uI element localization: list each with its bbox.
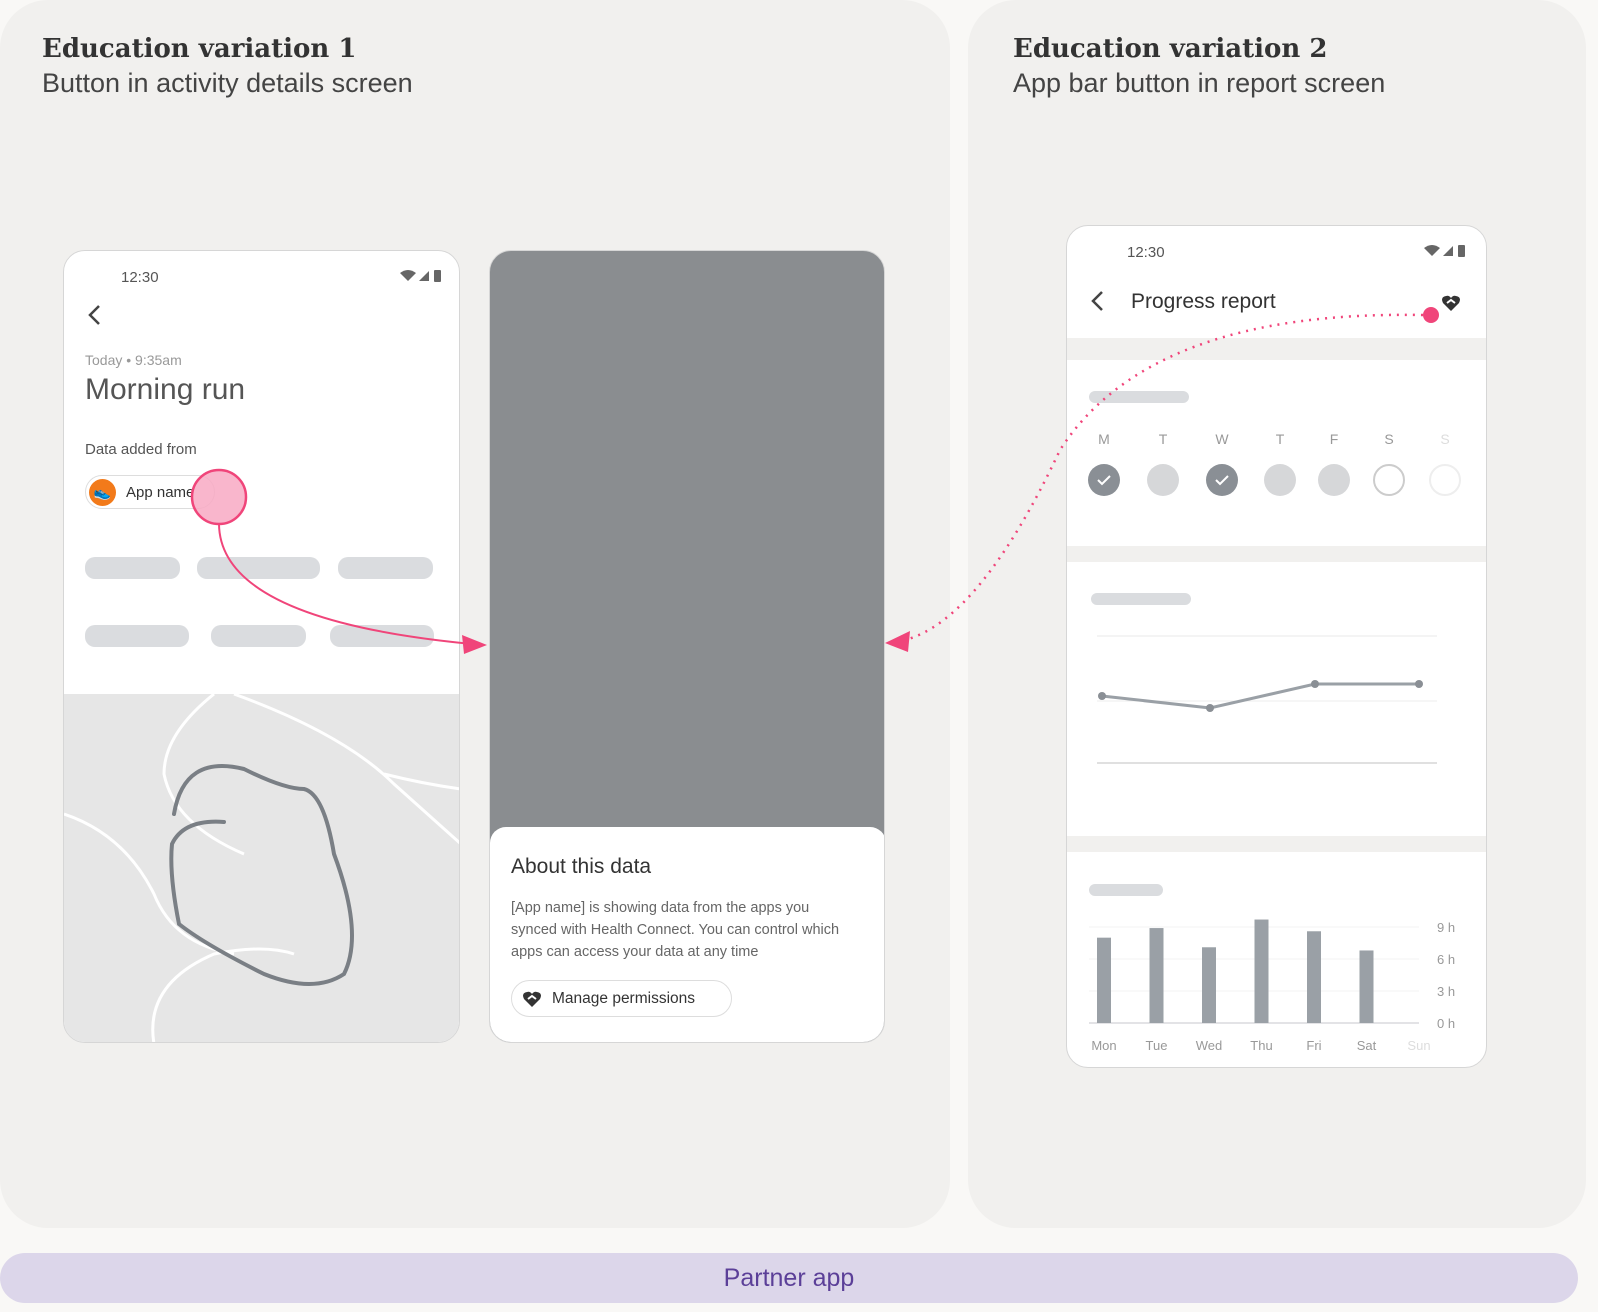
day-status-filled [1147, 464, 1179, 496]
bar-fri [1307, 931, 1321, 1023]
variation1-subtitle: Button in activity details screen [42, 68, 413, 98]
data-added-label: Data added from [85, 441, 197, 458]
status-time: 12:30 [1127, 244, 1165, 261]
weekday-label: M [1098, 431, 1110, 447]
partner-app-banner: Partner app [0, 1253, 1578, 1303]
skeleton [85, 625, 189, 647]
x-tick-label: Thu [1250, 1038, 1272, 1053]
health-connect-icon [523, 991, 541, 1007]
tap-indicator [190, 468, 248, 526]
health-connect-icon [1442, 295, 1460, 311]
back-arrow-icon[interactable] [84, 303, 108, 327]
back-arrow-icon[interactable] [1087, 289, 1111, 313]
variation1-title: Education variation 1 [42, 34, 357, 64]
day-status-empty-faint [1429, 464, 1461, 496]
skeleton [330, 625, 434, 647]
app-bar-title: Progress report [1131, 290, 1276, 313]
y-tick-label: 9 h [1437, 920, 1455, 935]
line-point [1415, 680, 1423, 688]
x-tick-label: Wed [1196, 1038, 1223, 1053]
day-status-empty [1373, 464, 1405, 496]
skeleton [1089, 884, 1163, 896]
skeleton [1091, 593, 1191, 605]
weekday-label: W [1215, 431, 1229, 447]
about-data-phone: About this data [App name] is showing da… [489, 250, 885, 1043]
bar-thu [1254, 919, 1269, 1023]
tap-indicator [1423, 307, 1439, 323]
y-tick-label: 6 h [1437, 952, 1455, 967]
bar-wed [1202, 947, 1216, 1023]
day-status-checked [1088, 464, 1120, 496]
app-chip-label: App name [126, 484, 195, 501]
x-tick-label: Sat [1357, 1038, 1377, 1053]
arrow-connector [904, 313, 1424, 642]
line-point [1206, 704, 1214, 712]
x-tick-label: Fri [1306, 1038, 1321, 1053]
bar-chart: 9 h 6 h 3 h 0 h Mon Tue Wed Thu Fri Sat Sun [1089, 919, 1455, 1053]
skeleton [338, 557, 433, 579]
manage-permissions-button[interactable]: Manage permissions [511, 980, 732, 1017]
weekday-label: F [1329, 431, 1339, 447]
status-time: 12:30 [121, 269, 159, 286]
variation2-subtitle: App bar button in report screen [1013, 68, 1386, 98]
weekday-label: S [1440, 431, 1450, 447]
line-point [1098, 692, 1106, 700]
status-icons [1424, 245, 1465, 257]
app-chip[interactable]: 👟 App name [85, 475, 215, 509]
day-status-filled [1318, 464, 1350, 496]
bar-sat [1359, 950, 1374, 1023]
day-status-checked [1206, 464, 1238, 496]
health-connect-app-bar-button[interactable] [1434, 286, 1468, 320]
skeleton [211, 625, 306, 647]
about-data-sheet: About this data [App name] is showing da… [490, 827, 884, 1042]
app-shoe-icon: 👟 [89, 479, 116, 506]
arrow-head [885, 631, 910, 652]
bar-tue [1149, 928, 1164, 1023]
x-tick-label: Mon [1091, 1038, 1116, 1053]
weekday-label: S [1384, 431, 1394, 447]
x-tick-label: Sun [1407, 1038, 1430, 1053]
variation2-title: Education variation 2 [1013, 34, 1328, 64]
manage-permissions-label: Manage permissions [552, 990, 696, 1007]
weekday-label: T [1158, 431, 1168, 447]
arrow-head [462, 635, 487, 654]
activity-title: Morning run [85, 373, 246, 406]
sheet-title: About this data [511, 855, 652, 878]
skeleton [1089, 391, 1189, 403]
bar-mon [1097, 937, 1111, 1023]
day-status-filled [1264, 464, 1296, 496]
skeleton [197, 557, 320, 579]
route-map [64, 694, 459, 1042]
divider-band [1067, 546, 1486, 562]
status-icons [400, 270, 441, 282]
skeleton [85, 557, 180, 579]
y-tick-label: 3 h [1437, 984, 1455, 999]
line-chart [1097, 635, 1437, 764]
arrow-connector [218, 523, 473, 645]
line-point [1311, 680, 1319, 688]
weekday-label: T [1275, 431, 1285, 447]
y-tick-label: 0 h [1437, 1016, 1455, 1031]
activity-details-phone: 12:30 Today • 9:35am Morning run Data ad… [63, 250, 460, 1043]
progress-report-phone: 12:30 Progress report M T W T F S S 9 h 6 h 3 h 0… [1066, 225, 1487, 1068]
divider-band [1067, 836, 1486, 852]
divider-band [1067, 338, 1486, 360]
activity-timestamp: Today • 9:35am [85, 352, 182, 368]
x-tick-label: Tue [1146, 1038, 1168, 1053]
sheet-body: [App name] is showing data from the apps… [511, 900, 840, 960]
